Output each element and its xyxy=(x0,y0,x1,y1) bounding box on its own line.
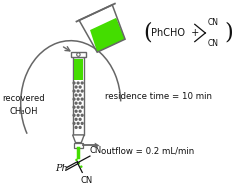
Circle shape xyxy=(81,81,84,85)
Circle shape xyxy=(72,98,76,101)
Circle shape xyxy=(81,106,84,109)
Circle shape xyxy=(72,89,76,93)
Text: CN: CN xyxy=(90,146,102,155)
Circle shape xyxy=(81,114,84,117)
FancyBboxPatch shape xyxy=(74,59,83,80)
Circle shape xyxy=(81,89,84,93)
Circle shape xyxy=(76,106,80,109)
Polygon shape xyxy=(90,18,125,52)
Circle shape xyxy=(78,85,82,89)
Circle shape xyxy=(72,114,76,117)
Text: CN: CN xyxy=(80,176,92,185)
Text: Ph: Ph xyxy=(55,164,68,173)
Circle shape xyxy=(78,118,82,121)
Circle shape xyxy=(81,98,84,101)
Circle shape xyxy=(75,94,78,97)
Text: recovered
CH₃OH: recovered CH₃OH xyxy=(2,94,45,116)
Circle shape xyxy=(80,165,82,168)
Text: CN: CN xyxy=(207,39,218,48)
Circle shape xyxy=(75,118,78,121)
Text: CN: CN xyxy=(207,18,218,27)
Text: (: ( xyxy=(143,22,152,44)
Circle shape xyxy=(77,53,80,56)
Polygon shape xyxy=(95,143,100,148)
Circle shape xyxy=(76,81,80,85)
Circle shape xyxy=(81,122,84,125)
Circle shape xyxy=(75,159,78,161)
Polygon shape xyxy=(73,57,84,135)
Text: residence time = 10 min: residence time = 10 min xyxy=(105,92,212,101)
Circle shape xyxy=(78,110,82,113)
Circle shape xyxy=(75,110,78,113)
Circle shape xyxy=(72,106,76,109)
Circle shape xyxy=(75,101,78,105)
Circle shape xyxy=(76,89,80,93)
Circle shape xyxy=(78,162,80,165)
Circle shape xyxy=(78,94,82,97)
Text: ): ) xyxy=(224,22,233,44)
Circle shape xyxy=(76,114,80,117)
Circle shape xyxy=(78,101,82,105)
Circle shape xyxy=(72,81,76,85)
FancyBboxPatch shape xyxy=(71,52,86,57)
Text: outflow = 0.2 mL/min: outflow = 0.2 mL/min xyxy=(101,147,194,156)
Circle shape xyxy=(75,85,78,89)
Circle shape xyxy=(75,126,78,129)
FancyBboxPatch shape xyxy=(74,143,83,148)
Circle shape xyxy=(72,122,76,125)
Polygon shape xyxy=(73,135,84,143)
Circle shape xyxy=(78,126,82,129)
Circle shape xyxy=(76,122,80,125)
Circle shape xyxy=(76,98,80,101)
Text: PhCHO  +: PhCHO + xyxy=(152,28,200,38)
